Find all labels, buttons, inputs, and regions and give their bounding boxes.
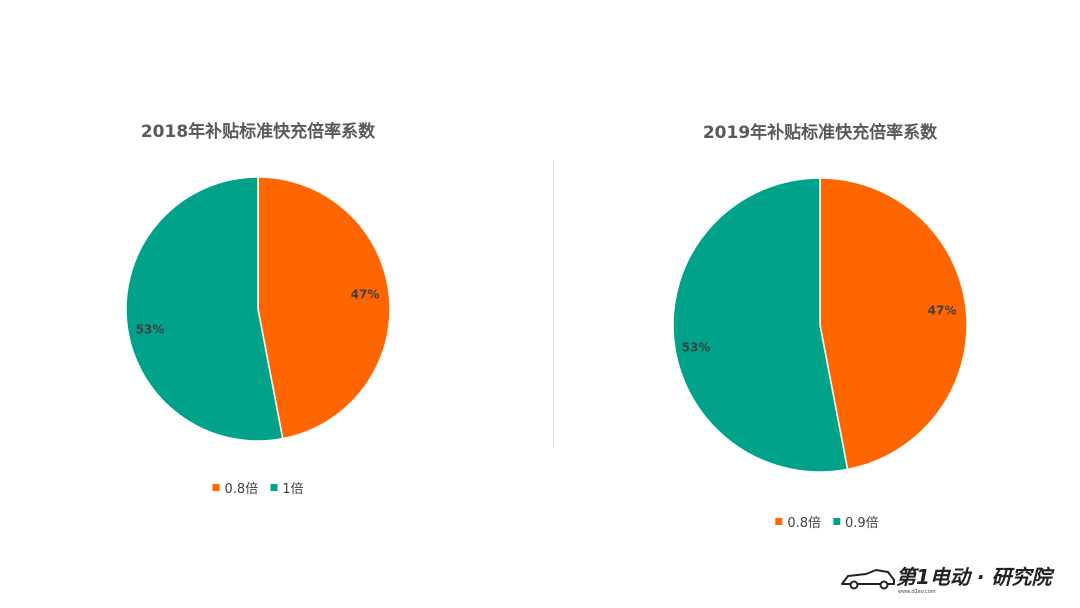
pie-svg-2019: 47% 53% (672, 177, 968, 473)
logo-url: www.d1ev.com (898, 589, 936, 595)
pie-slice-0.8倍 (257, 176, 391, 440)
legend-item-0.8: 0.8倍 (212, 478, 259, 497)
d1ev-logo: 第1电动 · 研究院 www.d1ev.com (841, 565, 1055, 595)
pie-slice-1倍 (125, 176, 284, 442)
data-label-0.8倍: 47% (928, 304, 957, 318)
pie-slice-0.8倍 (819, 177, 968, 471)
chart-title-2018: 2018年补贴标准快充倍率系数 (140, 122, 376, 142)
car-icon (841, 569, 895, 590)
legend-label: 1倍 (282, 482, 304, 497)
legend-label: 0.8倍 (224, 482, 259, 497)
legend-2018: 0.8倍 1倍 (212, 478, 303, 497)
legend-swatch-teal (270, 484, 278, 491)
divider (553, 160, 554, 448)
legend-item-0.8: 0.8倍 (775, 512, 821, 531)
legend-label: 0.9倍 (845, 516, 879, 531)
legend-item-0.9: 0.9倍 (833, 512, 879, 531)
legend-swatch-teal (833, 518, 840, 525)
data-label-0.8倍: 47% (351, 288, 380, 302)
legend-label: 0.8倍 (787, 516, 821, 531)
legend-item-1: 1倍 (270, 478, 303, 497)
data-label-0.9倍: 53% (682, 341, 711, 355)
logo-text: 第1电动 · 研究院 (896, 565, 1055, 589)
legend-swatch-orange (212, 484, 220, 491)
pie-svg-2018: 47% 53% (125, 176, 391, 442)
pie-slice-0.9倍 (672, 177, 849, 473)
legend-swatch-orange (775, 518, 783, 525)
chart-title-2019: 2019年补贴标准快充倍率系数 (702, 123, 938, 143)
data-label-1倍: 53% (136, 323, 165, 337)
legend-2019: 0.8倍 0.9倍 (775, 512, 879, 531)
